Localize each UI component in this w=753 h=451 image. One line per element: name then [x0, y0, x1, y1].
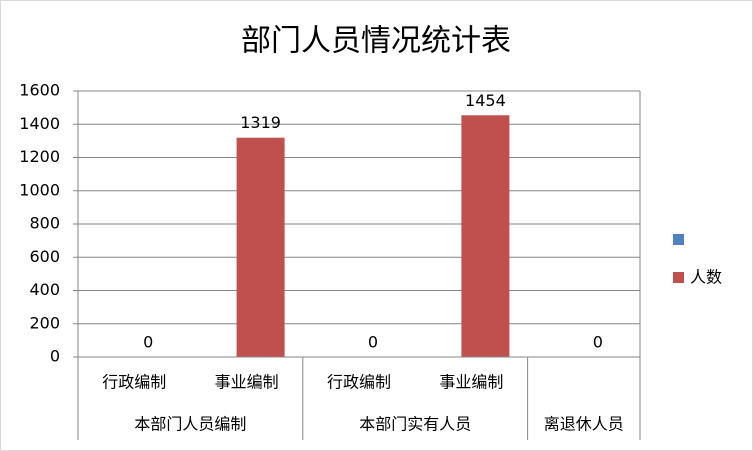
y-tick-label: 400 — [29, 280, 60, 299]
y-tick-label: 800 — [29, 214, 60, 233]
x-tick-label: 行政编制 — [102, 373, 166, 392]
y-tick-label: 1400 — [19, 114, 60, 133]
chart-title: 部门人员情况统计表 — [241, 24, 511, 59]
x-tick-label: 行政编制 — [327, 373, 391, 392]
x-tick-label: 事业编制 — [215, 373, 279, 392]
group-label: 本部门人员编制 — [134, 415, 246, 434]
data-label: 1454 — [465, 91, 506, 110]
x-tick-label: 事业编制 — [439, 373, 503, 392]
data-label: 1319 — [240, 113, 281, 132]
bar — [461, 115, 510, 358]
y-tick-label: 200 — [29, 313, 60, 332]
data-label: 0 — [593, 333, 603, 352]
legend-swatch — [673, 272, 684, 283]
data-label: 0 — [143, 333, 153, 352]
y-tick-label: 0 — [50, 347, 60, 366]
group-label: 本部门实有人员 — [359, 415, 471, 434]
y-tick-label: 1000 — [19, 180, 60, 199]
y-tick-label: 600 — [29, 247, 60, 266]
group-label: 离退休人员 — [544, 415, 624, 434]
y-tick-label: 1200 — [19, 147, 60, 166]
y-tick-label: 1600 — [19, 81, 60, 100]
legend-swatch — [673, 234, 684, 245]
data-label: 0 — [368, 333, 378, 352]
bar — [236, 137, 285, 357]
legend-label: 人数 — [690, 268, 722, 287]
